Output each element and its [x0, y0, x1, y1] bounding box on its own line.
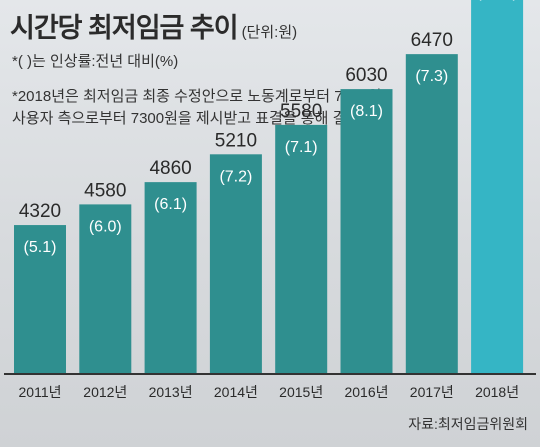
bar-2014년	[209, 154, 262, 373]
value-label: 4860	[149, 158, 191, 179]
rate-label: (8.1)	[350, 103, 383, 120]
rate-label: (7.3)	[415, 68, 448, 85]
rate-label: (7.1)	[285, 139, 318, 156]
bar-2012년	[79, 204, 132, 373]
bar-2018년	[471, 0, 524, 374]
value-label: 6030	[345, 65, 387, 86]
rate-label: (6.0)	[89, 218, 122, 235]
rate-label: (7.2)	[219, 168, 252, 185]
decision-note-line-1: *2018년은 최저임금 최종 수정안으로 노동계로부터 7530원,	[12, 88, 386, 105]
chart-header: 시간당 최저임금 추이 (단위:원)	[10, 6, 297, 45]
value-label: 5580	[280, 101, 322, 122]
chart-title: 시간당 최저임금 추이	[10, 13, 239, 43]
x-tick-label: 2016년	[344, 384, 388, 400]
x-tick-label: 2012년	[83, 384, 127, 400]
x-tick-label: 2014년	[214, 384, 258, 400]
x-tick-label: 2013년	[149, 384, 193, 400]
bar-2016년	[340, 89, 393, 374]
rate-label: (16.4)	[476, 0, 518, 1]
bar-2013년	[144, 182, 197, 373]
decision-note: *2018년은 최저임금 최종 수정안으로 노동계로부터 7530원, 사용자 …	[12, 86, 386, 130]
x-axis-line	[4, 373, 536, 375]
bar-2017년	[405, 54, 458, 373]
rate-label: (5.1)	[24, 239, 57, 256]
rate-label: (6.1)	[154, 196, 187, 213]
x-tick-label: 2018년	[475, 384, 519, 400]
decision-note-line-2: 사용자 측으로부터 7300원을 제시받고 표결을 통해 결정	[12, 110, 361, 127]
x-tick-label: 2017년	[410, 384, 454, 400]
x-tick-label: 2011년	[19, 384, 62, 400]
rate-note: *( )는 인상률:전년 대비(%)	[12, 53, 179, 70]
value-label: 4320	[19, 201, 61, 222]
x-tick-label: 2015년	[279, 384, 323, 400]
value-label: 5210	[215, 130, 257, 151]
bar-2015년	[275, 124, 328, 373]
value-label: 6470	[411, 30, 453, 51]
source-label: 자료:최저임금위원회	[408, 416, 528, 432]
bar-2011년	[14, 225, 66, 373]
value-label: 4580	[84, 180, 126, 201]
unit-label: (단위:원)	[241, 24, 298, 41]
